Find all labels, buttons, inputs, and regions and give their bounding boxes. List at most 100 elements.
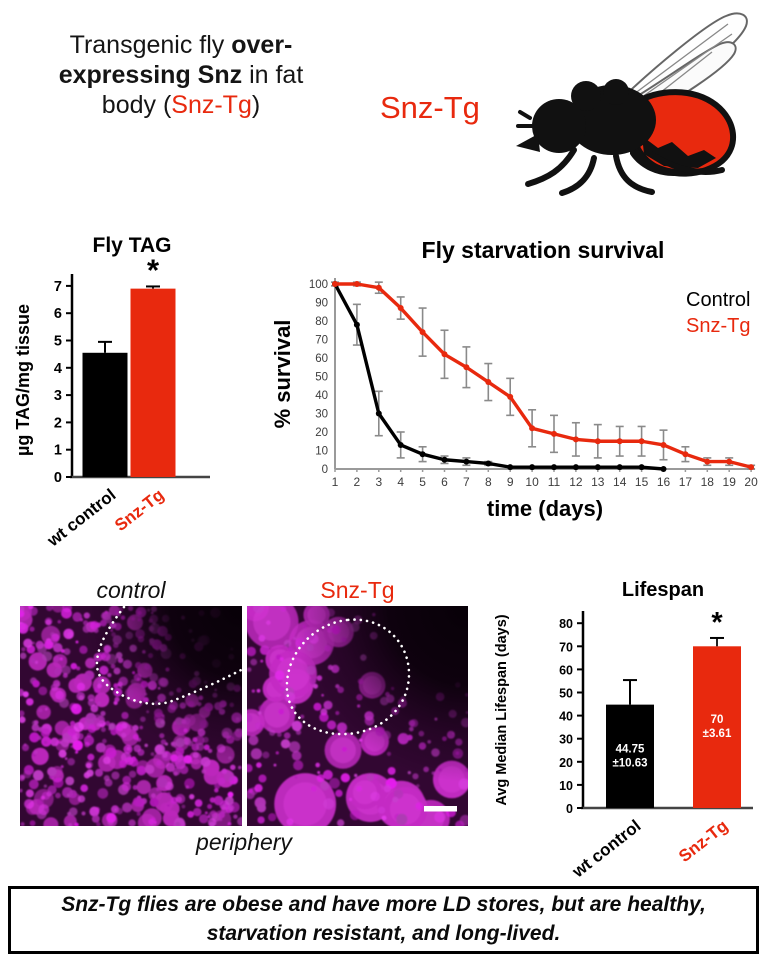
- y-tick-label: 90: [315, 298, 328, 310]
- x-tick-label: 4: [397, 475, 404, 489]
- x-tick-label: 13: [591, 475, 605, 489]
- header-text-part: in fat: [242, 61, 304, 89]
- dotted-region-outline: [95, 606, 242, 706]
- microscopy-caption: periphery: [196, 829, 292, 855]
- x-tick-label: 5: [419, 475, 426, 489]
- data-point: [529, 425, 536, 432]
- fly-genotype-label: Snz-Tg: [380, 90, 480, 125]
- scale-bar: [424, 806, 457, 812]
- x-tick-label: 12: [569, 475, 583, 489]
- y-tick-label: 4: [54, 361, 62, 377]
- y-tick-label: 2: [54, 415, 62, 431]
- data-point: [441, 456, 448, 463]
- data-point: [441, 351, 448, 358]
- data-point: [748, 464, 755, 471]
- data-point: [660, 466, 667, 472]
- category-label: Snz-Tg: [675, 816, 731, 866]
- x-tick-label: 14: [613, 475, 627, 489]
- y-tick-label: 3: [54, 388, 62, 404]
- data-point: [616, 438, 623, 445]
- bar-value-label: 70: [711, 714, 724, 726]
- x-tick-label: 1: [332, 475, 339, 489]
- fly-proboscis: [516, 134, 540, 152]
- y-tick-label: 70: [559, 640, 573, 654]
- significance-star: *: [147, 252, 160, 287]
- x-tick-label: 3: [375, 475, 382, 489]
- header-text-part: body (: [101, 91, 172, 119]
- legend-Control: Control: [686, 289, 750, 311]
- microscopy-image-snztg: [247, 606, 468, 826]
- x-tick-label: 16: [657, 475, 671, 489]
- y-tick-label: 100: [309, 279, 328, 291]
- y-tick-label: 0: [54, 470, 62, 486]
- y-tick-label: 30: [315, 409, 328, 421]
- bar-wt-control: [606, 704, 654, 808]
- x-tick-label: 8: [485, 475, 492, 489]
- category-label: Snz-Tg: [111, 485, 167, 535]
- fly-leg: [613, 153, 655, 195]
- data-point: [726, 458, 733, 465]
- data-point: [660, 441, 667, 448]
- data-point: [353, 281, 360, 287]
- y-tick-label: 30: [559, 733, 573, 747]
- lifespan-chart: Lifespan 0 10 20 30 40 50 60 70 80 Avg Median Life…: [494, 579, 753, 882]
- y-tick-label: 50: [315, 372, 328, 384]
- microscopy-image-control: [20, 606, 242, 826]
- y-tick-label: 0: [566, 802, 573, 816]
- starvation-survival-chart: Fly starvation survival 0 10 20 30 40 50 60 70 80…: [270, 237, 758, 521]
- header-line: expressing Snz in fat: [22, 60, 340, 90]
- y-tick-label: 7: [54, 279, 62, 295]
- data-point: [375, 284, 382, 291]
- y-tick-label: 6: [54, 306, 62, 322]
- dark-corner-overlay: [247, 606, 468, 826]
- dark-corner-overlay: [20, 606, 242, 826]
- fly-illustration: [516, 12, 748, 196]
- header-snztg-text: Snz-Tg: [171, 91, 252, 119]
- data-point: [638, 438, 645, 445]
- data-point: [507, 393, 514, 400]
- header-text-part: expressing Snz: [58, 61, 243, 89]
- data-point: [682, 451, 689, 458]
- data-point: [594, 438, 601, 445]
- header-line: body (Snz-Tg): [22, 90, 340, 120]
- x-tick-label: 6: [441, 475, 448, 489]
- x-tick-label: 19: [723, 475, 737, 489]
- header-text: Transgenic fly over-expressing Snz in fa…: [22, 30, 340, 120]
- y-tick-label: 10: [559, 779, 573, 793]
- x-tick-label: 11: [548, 475, 561, 489]
- y-tick-label: 0: [322, 464, 328, 476]
- bar-value-label: 44.75: [616, 743, 645, 755]
- x-tick-label: 15: [635, 475, 649, 489]
- header-text-part: ): [251, 91, 261, 119]
- bar-snztg: [130, 288, 176, 477]
- x-tick-label: 20: [744, 475, 758, 489]
- y-tick-label: 40: [315, 390, 328, 402]
- data-point: [551, 464, 557, 471]
- y-tick-label: 70: [315, 335, 328, 347]
- data-point: [594, 464, 601, 471]
- series-line-Control: [333, 283, 664, 471]
- y-tick-label: 50: [559, 687, 573, 701]
- header-line: Transgenic fly over-: [22, 30, 340, 60]
- series-line-Snz-Tg: [335, 282, 752, 469]
- microscopy-label-snztg: Snz-Tg: [320, 577, 395, 603]
- bar-snztg: [693, 646, 741, 808]
- bar-value-label: ±3.61: [703, 728, 732, 740]
- banner-line-2: starvation resistant, and long-lived.: [206, 922, 561, 945]
- data-point: [507, 464, 514, 471]
- fly-leg: [525, 147, 577, 187]
- y-tick-label: 80: [559, 617, 573, 631]
- x-tick-label: 9: [507, 475, 514, 489]
- bar-value-label: ±10.63: [612, 757, 647, 769]
- data-point: [463, 458, 470, 465]
- y-tick-label: 20: [315, 427, 328, 439]
- y-tick-label: 40: [559, 710, 573, 724]
- chart-title: Lifespan: [622, 579, 704, 601]
- x-axis-label: time (days): [487, 496, 603, 521]
- fly-leg: [645, 149, 725, 175]
- data-point: [419, 451, 426, 458]
- microscopy-label-control: control: [96, 577, 166, 603]
- fly-head: [532, 99, 586, 153]
- data-point: [332, 281, 338, 287]
